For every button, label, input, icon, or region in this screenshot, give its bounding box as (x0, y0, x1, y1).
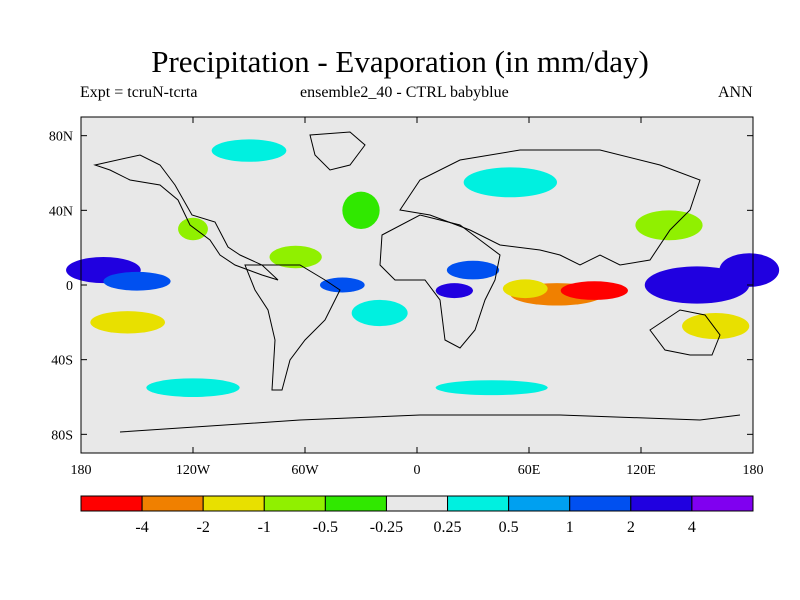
field-region-6 (435, 283, 474, 299)
colorbar-label-4: -0.25 (370, 519, 403, 536)
field-region-17 (463, 167, 557, 198)
field-region-12 (178, 217, 208, 241)
lon-tick-label-3: 0 (414, 463, 421, 478)
colorbar-label-0: -4 (135, 519, 148, 536)
colorbar-swatch-7 (508, 495, 571, 512)
field-region-19 (435, 380, 548, 396)
colorbar-label-8: 2 (627, 519, 635, 536)
colorbar-swatch-2 (202, 495, 265, 512)
experiment-label: Expt = tcruN-tcrta (80, 84, 198, 101)
colorbar-swatch-9 (630, 495, 693, 512)
colorbar-swatch-3 (263, 495, 326, 512)
colorbar: -4 -2 -1 -0.5 -0.25 0.25 0.5 1 2 4 (80, 495, 754, 536)
colorbar-label-1: -2 (197, 519, 210, 536)
colorbar-label-9: 4 (688, 519, 696, 536)
lat-tick-label-3: 40S (51, 354, 73, 369)
field-region-13 (269, 245, 322, 269)
lon-tick-label-5: 120E (626, 463, 656, 478)
field-region-18 (146, 378, 240, 397)
lon-tick-label-0: 180 (71, 463, 92, 478)
lat-tick-label-2: 0 (66, 279, 73, 294)
field-region-5 (446, 260, 500, 280)
colorbar-label-5: 0.25 (434, 519, 462, 536)
axis-ticks: 180 120W 60W 0 60E 120E 180 80N 40N 0 40S 80S (49, 117, 764, 478)
field-region-15 (342, 191, 380, 229)
ensemble-label: ensemble2_40 - CTRL babyblue (300, 84, 509, 101)
colorbar-swatch-0 (80, 495, 143, 512)
lat-tick-label-4: 80S (51, 428, 73, 443)
field-region-4 (319, 277, 365, 293)
lon-tick-label-6: 180 (743, 463, 764, 478)
field-region-14 (635, 210, 703, 241)
field-region-16 (211, 139, 287, 162)
colorbar-label-7: 1 (566, 519, 574, 536)
map-title: Precipitation - Evaporation (in mm/day) (151, 44, 649, 79)
lon-tick-label-2: 60W (291, 463, 319, 478)
colorbar-swatch-5 (385, 495, 449, 512)
colorbar-swatch-4 (324, 495, 387, 512)
colorbar-label-6: 0.5 (499, 519, 519, 536)
colorbar-label-2: -1 (258, 519, 271, 536)
lon-tick-label-4: 60E (518, 463, 541, 478)
field-region-11 (90, 311, 165, 334)
coastlines (93, 131, 741, 433)
colorbar-label-3: -0.5 (313, 519, 338, 536)
colorbar-swatch-10 (691, 495, 754, 512)
lat-tick-label-0: 80N (49, 130, 73, 145)
field-region-1 (719, 253, 780, 287)
field-region-20 (351, 299, 408, 327)
field-region-8 (560, 281, 628, 300)
field-layer (66, 117, 780, 453)
colorbar-swatch-6 (447, 495, 510, 512)
season-label: ANN (718, 84, 753, 101)
field-background (81, 117, 753, 453)
field-region-3 (103, 271, 171, 291)
field-region-10 (682, 313, 750, 340)
colorbar-swatch-8 (569, 495, 632, 512)
field-region-9 (502, 279, 548, 299)
lat-tick-label-1: 40N (49, 204, 73, 219)
lon-tick-label-1: 120W (176, 463, 211, 478)
colorbar-swatch-1 (141, 495, 204, 512)
